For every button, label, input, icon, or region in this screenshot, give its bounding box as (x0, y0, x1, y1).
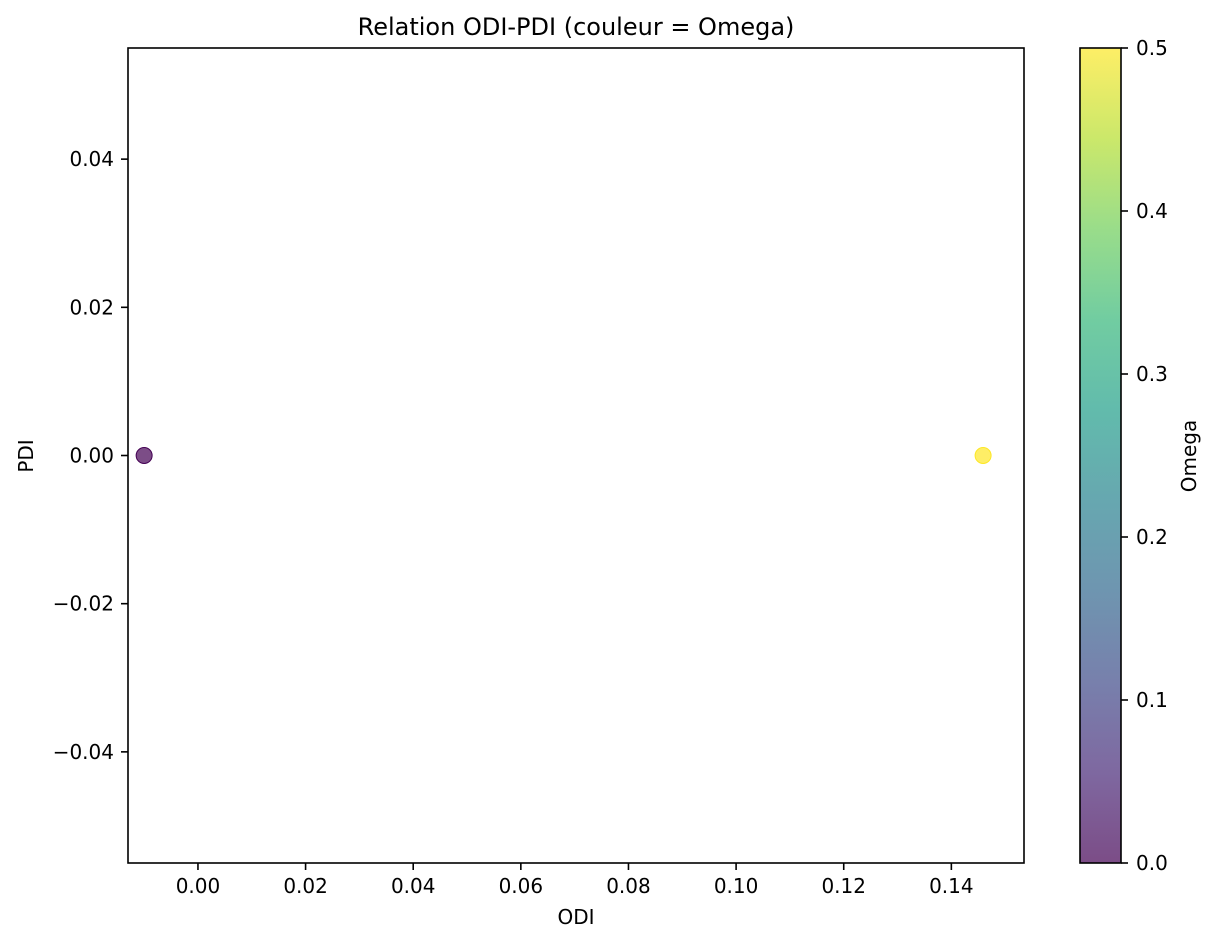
x-tick-label: 0.06 (499, 874, 544, 898)
x-axis-label: ODI (557, 905, 594, 929)
colorbar-tick-label: 0.2 (1136, 525, 1168, 549)
colorbar-tick-label: 0.3 (1136, 362, 1168, 386)
scatter-point (135, 447, 153, 464)
colorbar-tick-label: 0.1 (1136, 688, 1168, 712)
chart-title: Relation ODI-PDI (couleur = Omega) (358, 13, 795, 41)
x-tick-label: 0.02 (283, 874, 328, 898)
x-tick-label: 0.12 (821, 874, 866, 898)
x-tick-label: 0.14 (929, 874, 974, 898)
y-tick-label: 0.02 (69, 295, 114, 319)
plot-area: 0.00 0.02 0.04 0.06 0.08 0.10 0.12 0.14 −0.04−0… (53, 47, 1025, 898)
y-axis-label: PDI (14, 439, 38, 472)
colorbar-ticks: 0.0 0.1 0.2 0.3 0.4 0.5 (1121, 36, 1168, 875)
x-axis: 0.00 0.02 0.04 0.06 0.08 0.10 0.12 0.14 (176, 863, 974, 898)
y-tick-label: 0.04 (69, 147, 114, 171)
y-tick-label: 0.00 (69, 444, 114, 468)
x-tick-label: 0.10 (714, 874, 759, 898)
x-tick-label: 0.08 (606, 874, 651, 898)
colorbar-tick-label: 0.4 (1136, 199, 1168, 223)
colorbar-tick-label: 0.0 (1136, 851, 1168, 875)
colorbar-tick-label: 0.5 (1136, 36, 1168, 60)
x-tick-label: 0.04 (391, 874, 436, 898)
colorbar-gradient (1080, 48, 1121, 863)
x-tick-label: 0.00 (176, 874, 221, 898)
plot-frame (127, 47, 1025, 864)
colorbar-label: Omega (1177, 420, 1201, 492)
y-tick-label: −0.04 (53, 740, 114, 764)
scatter-point (974, 447, 992, 464)
colorbar: 0.0 0.1 0.2 0.3 0.4 0.5 Omega (1079, 36, 1201, 875)
y-tick-label: −0.02 (53, 592, 114, 616)
scatter-points (135, 447, 992, 464)
colorbar-frame (1079, 47, 1122, 864)
y-axis: −0.04 −0.02 0.00 0.02 0.04 (53, 147, 128, 764)
